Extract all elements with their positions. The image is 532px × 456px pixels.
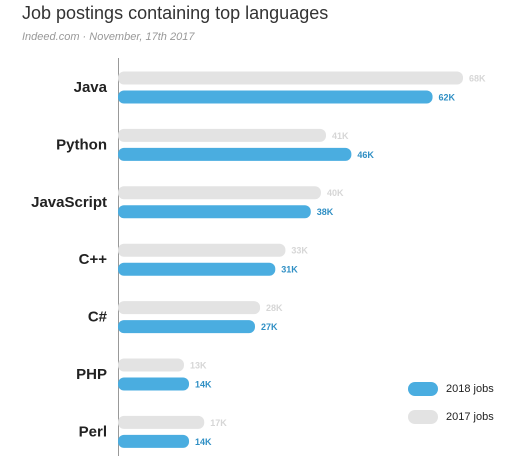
- value-label: 14K: [195, 437, 212, 447]
- bar: [118, 415, 205, 429]
- chart-title: Job postings containing top languages: [22, 3, 328, 23]
- category-label: JavaScript: [31, 194, 107, 211]
- value-label: 17K: [210, 418, 227, 428]
- bar: [118, 186, 321, 200]
- value-label: 38K: [317, 207, 334, 217]
- bar: [118, 434, 190, 448]
- value-label: 68K: [469, 73, 486, 83]
- category-label: PHP: [76, 366, 107, 383]
- value-label: 31K: [281, 265, 298, 275]
- bar: [118, 90, 433, 104]
- value-label: 40K: [327, 188, 344, 198]
- legend-swatch: [408, 382, 438, 396]
- value-label: 41K: [332, 131, 349, 141]
- bar: [118, 147, 352, 161]
- legend-swatch: [408, 410, 438, 424]
- value-label: 13K: [190, 360, 207, 370]
- category-label: C++: [79, 251, 108, 268]
- bar: [118, 301, 261, 315]
- value-label: 62K: [439, 92, 456, 102]
- bar: [118, 320, 255, 334]
- value-label: 28K: [266, 303, 283, 313]
- category-label: C#: [88, 309, 108, 326]
- category-label: Java: [74, 79, 108, 96]
- value-label: 46K: [357, 150, 374, 160]
- legend-label: 2018 jobs: [446, 383, 494, 395]
- bar: [118, 128, 327, 142]
- value-label: 27K: [261, 322, 278, 332]
- bar: [118, 71, 463, 85]
- bar: [118, 205, 311, 219]
- bar: [118, 358, 184, 372]
- bar: [118, 377, 190, 391]
- chart-subtitle: Indeed.com · November, 17th 2017: [22, 31, 195, 43]
- value-label: 33K: [291, 246, 308, 256]
- bar: [118, 243, 286, 257]
- category-label: Python: [56, 136, 107, 153]
- bar: [118, 262, 276, 276]
- value-label: 14K: [195, 379, 212, 389]
- category-label: Perl: [79, 423, 107, 440]
- legend-label: 2017 jobs: [446, 411, 494, 423]
